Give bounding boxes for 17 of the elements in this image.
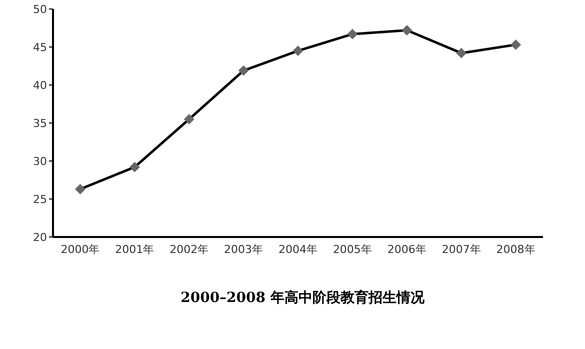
x-tick-label: 2000年 xyxy=(60,242,100,256)
y-tick-label: 40 xyxy=(33,78,47,92)
y-tick-label: 25 xyxy=(33,192,47,206)
x-tick-label: 2003年 xyxy=(224,242,264,256)
x-tick-label: 2001年 xyxy=(115,242,154,256)
y-tick-label: 50 xyxy=(33,2,47,16)
x-tick-label: 2004年 xyxy=(278,242,318,256)
x-tick-label: 2002年 xyxy=(170,242,209,256)
y-tick-label: 45 xyxy=(33,40,47,54)
y-tick-label: 35 xyxy=(33,116,47,130)
x-tick-label: 2005年 xyxy=(332,242,372,256)
x-tick-label: 2007年 xyxy=(442,242,481,256)
y-tick-label: 20 xyxy=(33,230,47,244)
y-tick-label: 30 xyxy=(33,154,47,168)
x-tick-label: 2006年 xyxy=(387,242,426,256)
text: 2000–2008 年高中阶段教育招生情况 xyxy=(180,289,426,307)
x-tick-label: 2008年 xyxy=(496,242,536,256)
